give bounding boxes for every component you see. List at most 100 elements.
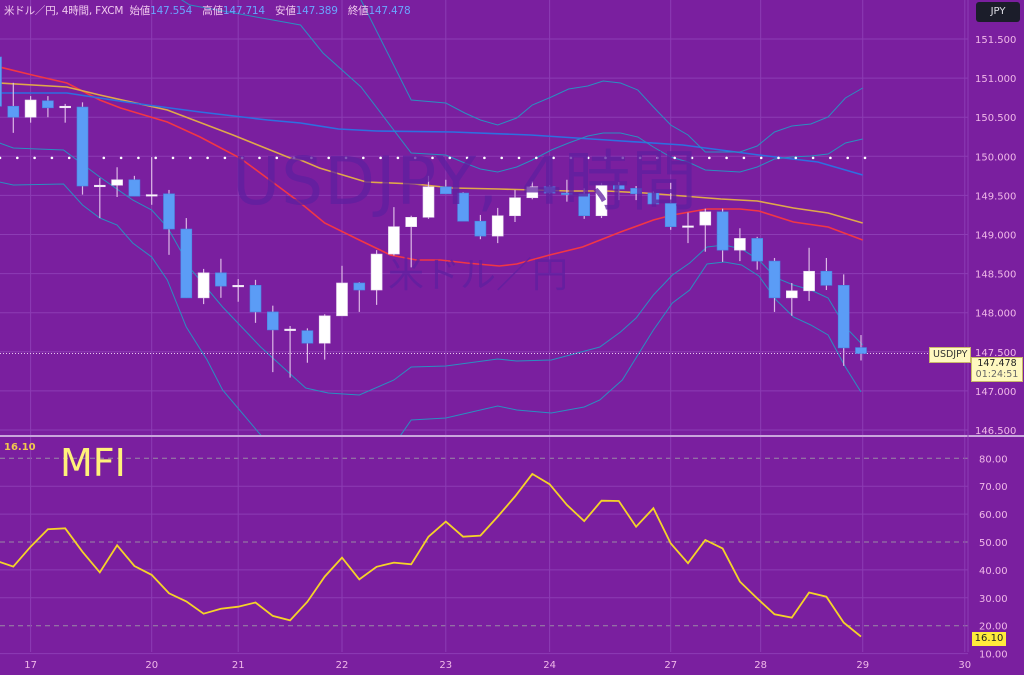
candle-bear — [716, 208, 729, 262]
candle-bull — [595, 182, 608, 219]
time-tick-label: 21 — [232, 660, 245, 671]
candle-body — [76, 106, 89, 187]
level-dot — [0, 156, 2, 160]
level-dot — [690, 156, 694, 160]
candle-bear — [561, 179, 573, 202]
watermark-name: 米ドル／円 — [388, 255, 569, 296]
candle-bear — [474, 214, 487, 240]
candle-body — [647, 192, 660, 205]
time-tick-label: 17 — [24, 660, 37, 671]
candle-body — [422, 186, 435, 218]
candle-body — [716, 211, 729, 251]
level-dot — [310, 156, 313, 160]
price-tick-label: 150.500 — [975, 113, 1016, 124]
time-tick-label: 22 — [336, 660, 349, 671]
candle-body — [578, 193, 591, 217]
candle-bull — [509, 189, 521, 222]
level-dot — [777, 156, 780, 160]
candle-body — [699, 211, 712, 226]
candle-bear — [215, 258, 227, 298]
mfi-pane[interactable] — [0, 472, 862, 638]
level-dot — [552, 156, 555, 160]
candle-body — [284, 328, 296, 331]
axes: 151.500 151.000 150.500 150.000 149.500 149.0… — [24, 35, 1016, 671]
bar-countdown: 01:24:51 — [975, 369, 1019, 380]
level-dot — [154, 156, 157, 160]
time-tick-label: 27 — [664, 660, 677, 671]
level-dot — [102, 156, 106, 160]
candle-body — [630, 188, 642, 195]
level-dot — [863, 156, 867, 160]
time-tick-label: 24 — [543, 660, 556, 671]
candle-body — [474, 220, 487, 237]
candle-body — [249, 285, 262, 313]
candle-bull — [232, 279, 244, 302]
mfi-tick-label: 40.00 — [979, 566, 1008, 577]
candle-body — [353, 282, 366, 291]
candle-body — [439, 186, 452, 195]
price-tick-label: 151.500 — [975, 35, 1016, 46]
candle-bear — [457, 192, 469, 222]
time-tick-label: 23 — [439, 660, 452, 671]
level-dot — [223, 156, 227, 160]
candle-body — [215, 272, 227, 287]
low-value: 147.389 — [295, 5, 338, 17]
candle-bull — [145, 157, 158, 205]
mfi-legend-value: 16.10 — [4, 442, 36, 453]
candles — [0, 56, 867, 378]
candle-bear — [266, 305, 279, 373]
candle-bull — [24, 96, 37, 123]
last-price: 147.478 — [977, 358, 1017, 369]
level-dot — [829, 156, 832, 160]
candle-body — [612, 184, 625, 190]
price-tick-label: 148.000 — [975, 309, 1016, 320]
mfi-tick-label: 50.00 — [979, 538, 1008, 549]
level-dot — [517, 156, 521, 160]
level-dot — [604, 156, 607, 160]
candle-bear — [42, 96, 54, 118]
level-dot — [189, 156, 192, 160]
candle-body — [664, 202, 677, 227]
candle-bull — [405, 215, 418, 268]
candle-body — [837, 285, 850, 349]
candle-bull — [785, 282, 798, 316]
price-tick-label: 147.500 — [975, 348, 1016, 359]
symbol-title[interactable]: 米ドル／円, 4時間, FXCM — [4, 5, 124, 17]
candle-bear — [664, 182, 677, 230]
candle-body — [7, 105, 20, 118]
low-label: 安値 — [275, 5, 296, 17]
price-pane[interactable] — [0, 0, 968, 500]
candle-body — [94, 184, 106, 188]
candle-bear — [301, 328, 314, 363]
time-tick-label: 20 — [145, 660, 158, 671]
band-lower-outer-line — [0, 181, 862, 435]
candle-body — [405, 216, 418, 227]
candle-body — [111, 179, 123, 186]
candle-bear — [578, 188, 591, 219]
candle-body — [785, 290, 798, 299]
currency-button[interactable]: JPY — [976, 2, 1020, 22]
mfi-tick-label: 80.00 — [979, 454, 1008, 465]
candle-body — [457, 192, 469, 222]
mfi-line — [0, 472, 862, 638]
candle-bear — [751, 236, 764, 270]
candle-bull — [803, 247, 815, 301]
mfi-title: MFI — [60, 441, 126, 485]
band-lower-inner-line — [0, 142, 864, 396]
level-dot — [431, 156, 434, 160]
level-dot — [171, 156, 175, 160]
level-dot — [448, 156, 452, 160]
candle-body — [42, 100, 54, 109]
candle-body — [197, 272, 210, 299]
candle-body — [751, 238, 764, 262]
level-dot — [344, 156, 348, 160]
candle-bear — [855, 335, 867, 361]
level-dot — [465, 156, 469, 160]
candle-bear — [543, 185, 556, 194]
candle-bear — [647, 191, 660, 205]
level-dot — [67, 156, 71, 160]
candle-bear — [768, 257, 781, 312]
level-dot — [794, 156, 798, 160]
level-dot — [725, 156, 728, 160]
